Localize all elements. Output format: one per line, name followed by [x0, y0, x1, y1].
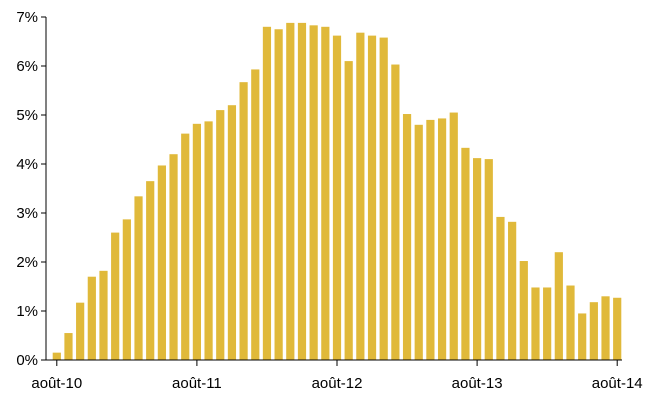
bar-2014-08 [613, 297, 622, 360]
x-axis-tick-labels: août-10 août-11 août-12 août-13 août-14 [31, 375, 642, 392]
bar-2011-11 [227, 105, 237, 360]
bar-2010-09 [64, 333, 73, 360]
bar-2013-12 [519, 261, 528, 360]
bar-2010-11 [87, 276, 96, 360]
bar-2013-02 [402, 114, 412, 361]
bar-2012-09 [344, 61, 353, 360]
x-tick-label: août-11 [172, 375, 222, 392]
bar-2012-10 [356, 32, 365, 361]
y-tick-label: 1% [16, 303, 38, 320]
y-axis-tick-labels: 0% 1% 2% 3% 4% 5% 6% 7% [16, 9, 38, 369]
x-tick-label: août-10 [31, 375, 82, 392]
x-tick-label: août-14 [592, 375, 643, 392]
y-tick-label: 3% [16, 205, 38, 222]
bar-2010-12 [99, 270, 108, 360]
x-tick-label: août-12 [312, 375, 363, 392]
bar-2012-01 [251, 69, 260, 361]
bar-2014-02 [543, 287, 552, 360]
bar-2012-05 [297, 22, 307, 360]
y-tick-label: 0% [16, 352, 38, 369]
bar-2013-10 [496, 216, 505, 360]
axes [41, 16, 622, 366]
y-tick-label: 5% [16, 107, 38, 124]
bar-2014-07 [601, 296, 610, 360]
bar-2011-01 [111, 232, 120, 360]
bar-2013-05 [437, 118, 447, 361]
bar-2013-08 [473, 158, 482, 360]
bar-2011-03 [134, 196, 143, 360]
bar-2011-10 [216, 110, 225, 360]
y-tick-label: 2% [16, 254, 38, 271]
bar-2011-06 [169, 154, 178, 360]
bar-2013-11 [508, 221, 517, 360]
bar-2012-12 [379, 37, 388, 360]
bar-series [52, 22, 622, 361]
x-tick-label: août-13 [452, 375, 503, 392]
bar-2010-10 [76, 302, 85, 360]
bar-2010-08 [52, 352, 61, 360]
y-tick-label: 7% [16, 9, 38, 26]
bar-2013-09 [484, 159, 493, 360]
bar-2013-07 [461, 147, 470, 360]
bar-2014-06 [589, 302, 598, 360]
bar-2012-02 [262, 26, 272, 361]
bar-2011-09 [204, 121, 213, 361]
bar-2013-01 [391, 64, 400, 360]
bar-2012-04 [286, 22, 295, 360]
y-tick-label: 6% [16, 58, 38, 75]
bar-2011-04 [146, 181, 155, 360]
bar-2012-07 [321, 26, 330, 361]
bar-2013-03 [414, 124, 423, 360]
bar-2011-05 [157, 165, 166, 360]
bar-2014-01 [531, 287, 540, 360]
bar-2012-03 [274, 29, 283, 360]
bar-2012-06 [309, 25, 318, 361]
y-tick-label: 4% [16, 156, 38, 173]
bar-2011-08 [192, 123, 201, 360]
bar-2011-07 [181, 133, 190, 360]
bar-2014-05 [578, 313, 587, 360]
bar-2012-11 [367, 35, 377, 361]
bar-2013-06 [449, 112, 458, 360]
bar-2011-12 [239, 82, 248, 361]
bar-2013-04 [426, 119, 435, 361]
bar-2011-02 [122, 219, 131, 360]
bar-2014-04 [566, 285, 575, 360]
bar-2014-03 [554, 252, 563, 360]
bar-2012-08 [332, 35, 342, 361]
